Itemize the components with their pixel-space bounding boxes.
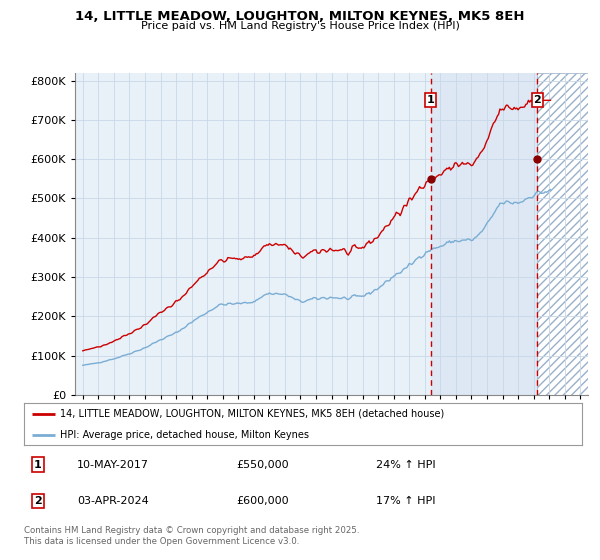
Text: 24% ↑ HPI: 24% ↑ HPI	[376, 460, 435, 470]
Text: 17% ↑ HPI: 17% ↑ HPI	[376, 496, 435, 506]
Text: 14, LITTLE MEADOW, LOUGHTON, MILTON KEYNES, MK5 8EH: 14, LITTLE MEADOW, LOUGHTON, MILTON KEYN…	[75, 10, 525, 23]
Text: Contains HM Land Registry data © Crown copyright and database right 2025.
This d: Contains HM Land Registry data © Crown c…	[24, 526, 359, 546]
Text: 2: 2	[533, 95, 541, 105]
Text: 10-MAY-2017: 10-MAY-2017	[77, 460, 149, 470]
Text: 1: 1	[427, 95, 434, 105]
Text: £600,000: £600,000	[236, 496, 289, 506]
Text: 2: 2	[34, 496, 42, 506]
Text: HPI: Average price, detached house, Milton Keynes: HPI: Average price, detached house, Milt…	[60, 430, 309, 440]
Text: 14, LITTLE MEADOW, LOUGHTON, MILTON KEYNES, MK5 8EH (detached house): 14, LITTLE MEADOW, LOUGHTON, MILTON KEYN…	[60, 409, 445, 419]
Text: 1: 1	[34, 460, 42, 470]
Text: £550,000: £550,000	[236, 460, 289, 470]
Text: 03-APR-2024: 03-APR-2024	[77, 496, 149, 506]
Bar	[431, 73, 538, 395]
Text: Price paid vs. HM Land Registry's House Price Index (HPI): Price paid vs. HM Land Registry's House …	[140, 21, 460, 31]
